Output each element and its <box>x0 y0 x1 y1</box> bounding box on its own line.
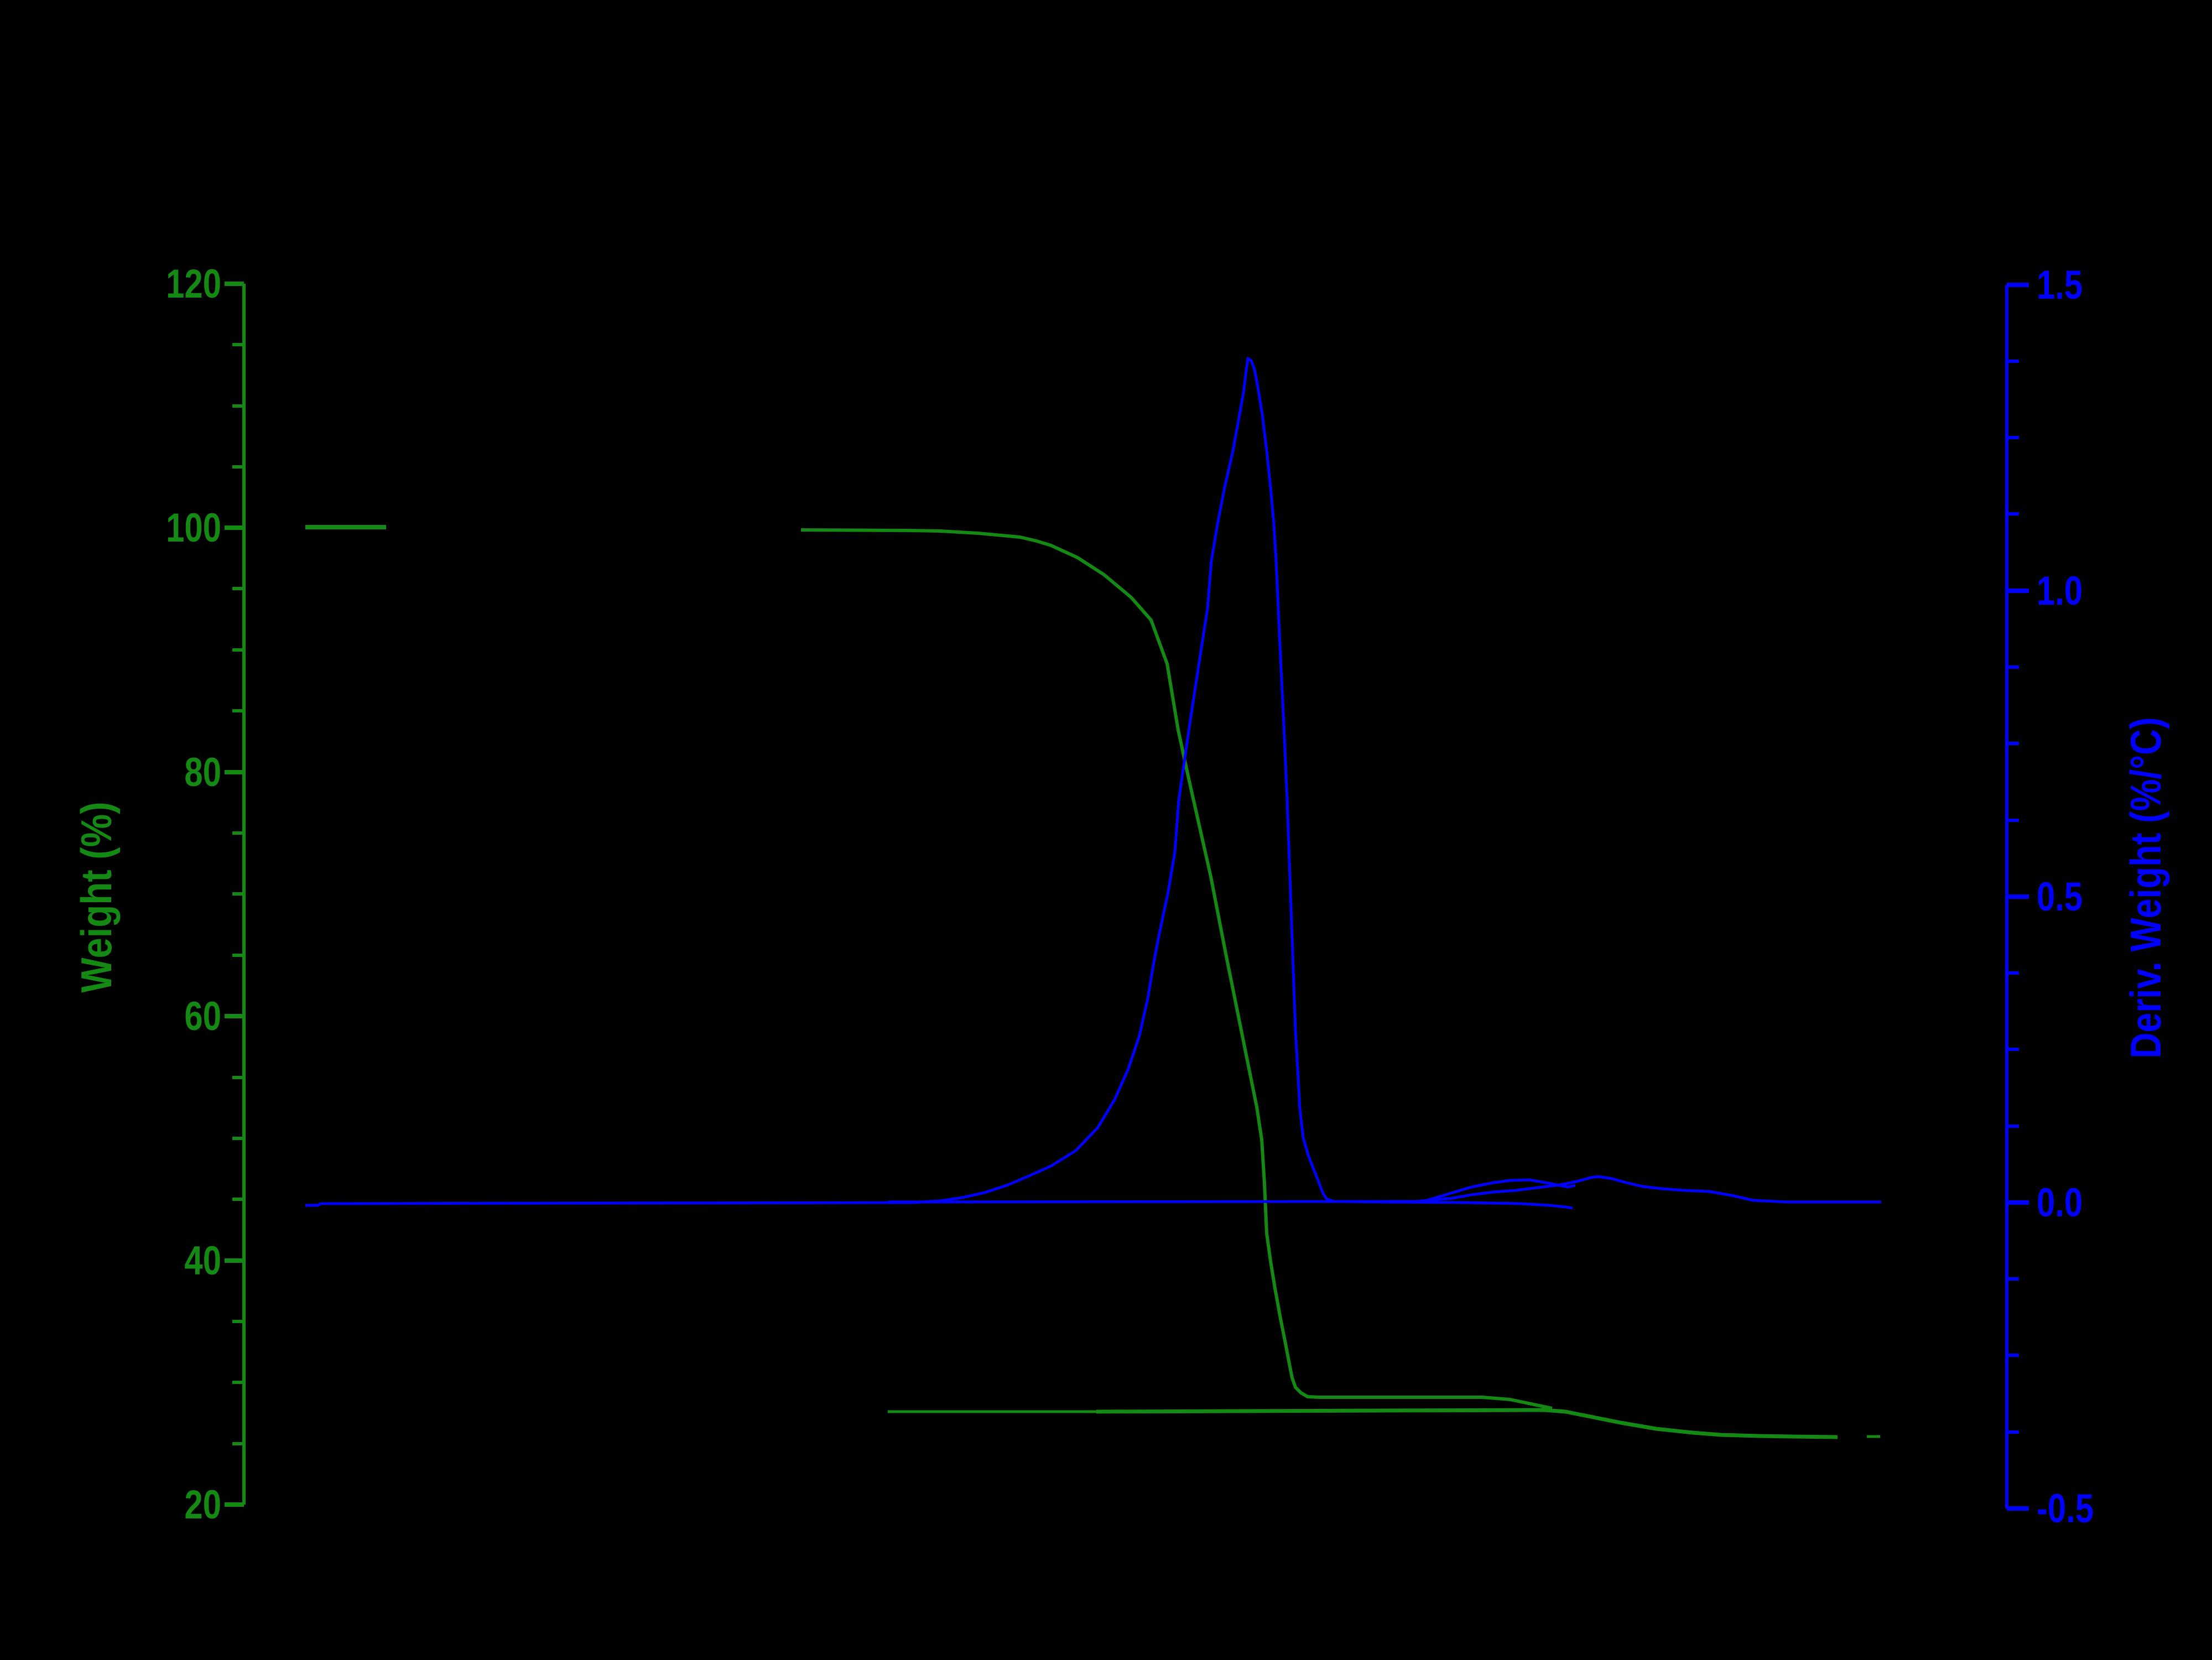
svg-text:60: 60 <box>184 994 221 1039</box>
svg-text:0.5: 0.5 <box>2037 875 2083 919</box>
svg-text:100: 100 <box>166 506 221 550</box>
svg-text:80: 80 <box>184 750 221 795</box>
svg-text:1.0: 1.0 <box>2037 569 2083 613</box>
svg-text:-0.5: -0.5 <box>2037 1486 2094 1531</box>
svg-text:Deriv. Weight (%/°C): Deriv. Weight (%/°C) <box>2122 717 2170 1059</box>
svg-text:0.0: 0.0 <box>2037 1180 2083 1225</box>
svg-text:120: 120 <box>166 262 221 306</box>
svg-text:20: 20 <box>184 1482 221 1527</box>
svg-text:1.5: 1.5 <box>2037 263 2083 308</box>
svg-text:Weight (%): Weight (%) <box>72 802 121 992</box>
svg-text:40: 40 <box>184 1239 221 1283</box>
